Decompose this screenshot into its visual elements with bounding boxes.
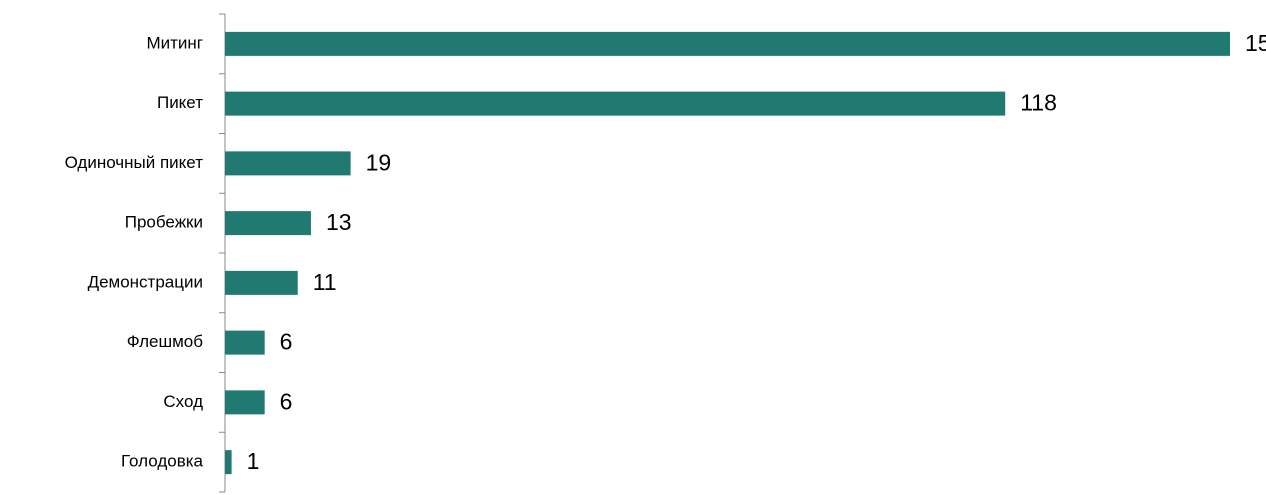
value-label: 6 bbox=[280, 329, 293, 355]
category-label: Сход bbox=[163, 392, 203, 411]
category-label: Одиночный пикет bbox=[65, 153, 204, 172]
category-label: Пробежки bbox=[125, 213, 203, 232]
bar bbox=[225, 151, 351, 176]
value-label: 118 bbox=[1020, 90, 1057, 116]
value-label: 6 bbox=[280, 388, 293, 414]
value-label: 152 bbox=[1245, 30, 1266, 56]
bar bbox=[225, 31, 1230, 56]
bar bbox=[225, 330, 265, 355]
bar bbox=[225, 390, 265, 415]
category-label: Пикет bbox=[157, 93, 203, 112]
value-label: 19 bbox=[366, 149, 392, 175]
value-label: 1 bbox=[247, 448, 260, 474]
category-label: Голодовка bbox=[121, 452, 204, 471]
value-label: 11 bbox=[313, 269, 337, 295]
value-label: 13 bbox=[326, 209, 352, 235]
category-label: Флешмоб bbox=[127, 332, 204, 351]
bar bbox=[225, 211, 311, 236]
category-label: Митинг bbox=[146, 33, 203, 52]
bar bbox=[225, 270, 298, 295]
bar bbox=[225, 91, 1006, 116]
category-label: Демонстрации bbox=[88, 272, 203, 291]
bar bbox=[225, 450, 232, 475]
